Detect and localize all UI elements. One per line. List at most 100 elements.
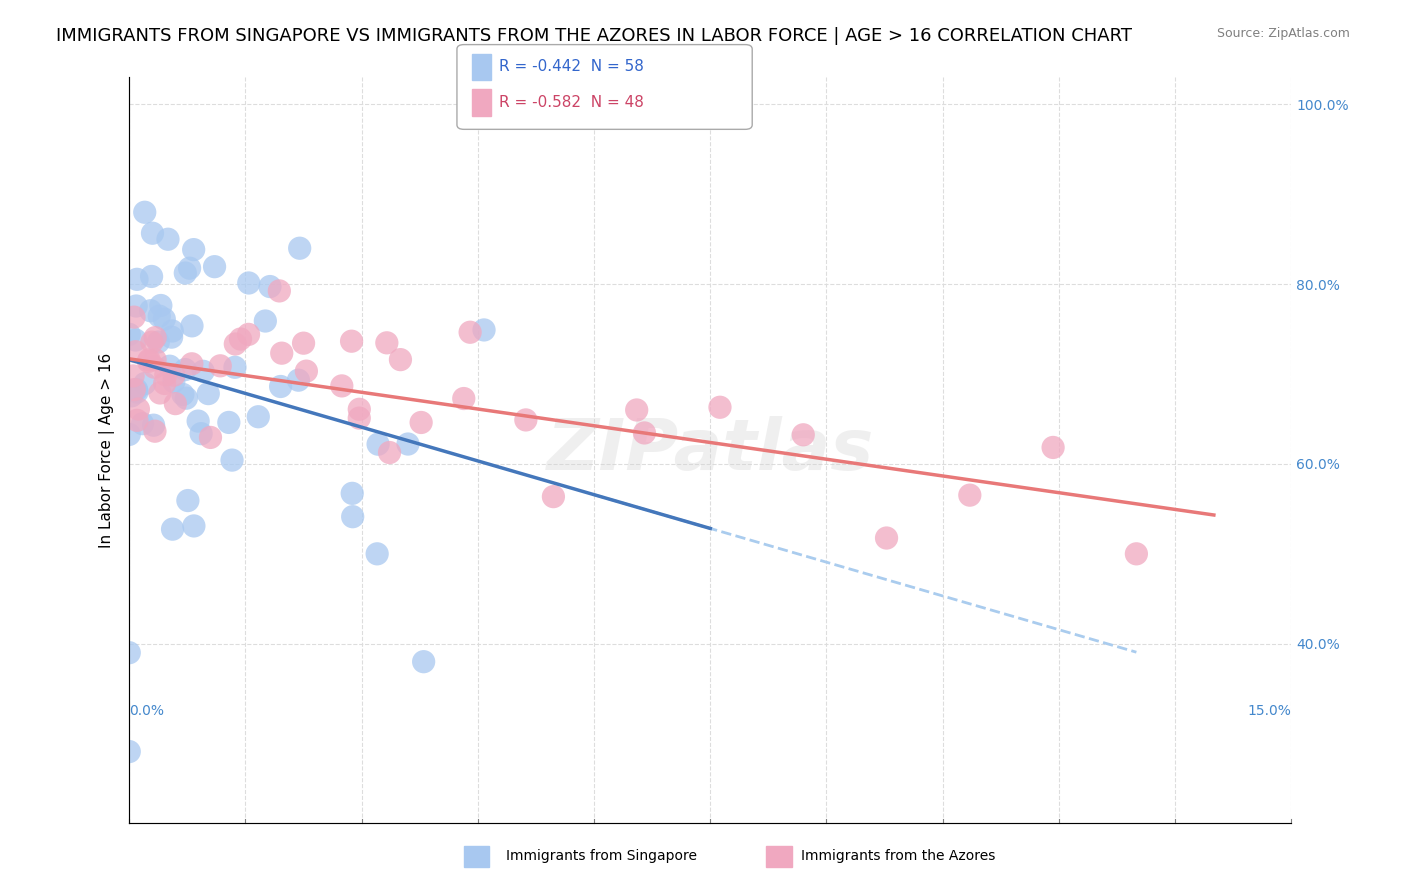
Point (125, 385, 148, 400)
Point (1042, 441, 1064, 455)
Point (143, 331, 166, 345)
Point (221, 453, 243, 467)
Y-axis label: In Labor Force | Age > 16: In Labor Force | Age > 16 (100, 353, 115, 548)
Point (141, 226, 163, 240)
Point (238, 276, 260, 290)
Point (270, 346, 292, 360)
Point (153, 312, 176, 326)
Point (187, 414, 209, 428)
Point (247, 409, 270, 424)
Point (172, 387, 194, 401)
Point (396, 437, 419, 451)
Point (183, 519, 205, 533)
Point (162, 522, 184, 536)
Point (141, 269, 163, 284)
Point (224, 360, 246, 375)
Point (412, 655, 434, 669)
Point (131, 417, 153, 431)
Point (342, 486, 364, 500)
Point (181, 318, 204, 333)
Point (138, 354, 160, 368)
Point (543, 490, 565, 504)
Point (118, 327, 141, 342)
Point (270, 379, 292, 393)
Point (633, 425, 655, 440)
Point (160, 330, 183, 344)
Point (458, 325, 481, 339)
Text: ZIPatlas: ZIPatlas (547, 416, 875, 485)
Point (287, 373, 309, 387)
Point (122, 310, 145, 325)
Point (156, 232, 179, 246)
Point (292, 336, 315, 351)
Point (138, 352, 160, 367)
Point (174, 266, 197, 280)
Point (259, 279, 281, 293)
Point (165, 396, 187, 410)
Point (127, 402, 149, 417)
Point (148, 334, 170, 349)
Point (340, 334, 363, 349)
Point (515, 413, 537, 427)
Point (143, 424, 166, 438)
Point (180, 357, 202, 371)
Point (134, 376, 156, 391)
Point (141, 335, 163, 350)
Point (179, 261, 201, 276)
Point (176, 391, 198, 405)
Point (342, 509, 364, 524)
Point (366, 547, 388, 561)
Point (295, 364, 318, 378)
Point (149, 386, 172, 401)
Point (125, 383, 148, 397)
Point (149, 298, 172, 312)
Point (124, 383, 146, 397)
Text: Immigrants from Singapore: Immigrants from Singapore (506, 849, 697, 863)
Point (1125, 547, 1147, 561)
Point (177, 493, 200, 508)
Point (411, 416, 433, 430)
Point (125, 272, 148, 286)
Point (330, 379, 353, 393)
Point (204, 260, 226, 274)
Point (142, 418, 165, 433)
Point (197, 386, 219, 401)
Point (143, 360, 166, 375)
Point (121, 389, 143, 403)
Point (162, 324, 184, 338)
Point (134, 205, 156, 219)
Point (472, 323, 495, 337)
Point (218, 416, 240, 430)
Text: 15.0%: 15.0% (1247, 704, 1291, 718)
Point (959, 488, 981, 502)
Point (155, 368, 177, 382)
Point (124, 333, 146, 347)
Point (190, 426, 212, 441)
Point (389, 352, 412, 367)
Point (254, 314, 277, 328)
Point (183, 243, 205, 257)
Text: 0.0%: 0.0% (129, 704, 165, 718)
Point (269, 284, 291, 298)
Point (118, 427, 141, 442)
Point (378, 445, 401, 459)
Point (122, 368, 145, 383)
Point (118, 745, 141, 759)
Point (349, 411, 371, 425)
Point (626, 403, 648, 417)
Point (139, 303, 162, 318)
Point (876, 531, 898, 545)
Point (163, 368, 186, 383)
Point (709, 401, 731, 415)
Point (174, 362, 197, 376)
Point (238, 327, 260, 342)
Point (288, 241, 311, 255)
Point (159, 359, 181, 374)
Text: IMMIGRANTS FROM SINGAPORE VS IMMIGRANTS FROM THE AZORES IN LABOR FORCE | AGE > 1: IMMIGRANTS FROM SINGAPORE VS IMMIGRANTS … (56, 27, 1132, 45)
Point (163, 375, 186, 389)
Point (229, 332, 252, 346)
Text: R = -0.582  N = 48: R = -0.582 N = 48 (499, 95, 644, 110)
Point (148, 309, 170, 323)
Point (792, 427, 814, 442)
Point (375, 335, 398, 350)
